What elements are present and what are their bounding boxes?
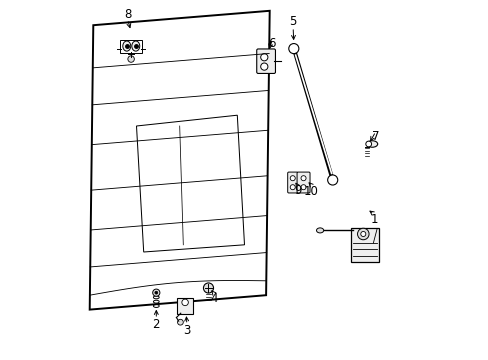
Ellipse shape: [132, 41, 140, 51]
Circle shape: [365, 141, 371, 147]
Text: 8: 8: [123, 8, 131, 21]
Circle shape: [127, 56, 134, 62]
Text: 3: 3: [183, 324, 190, 337]
Circle shape: [289, 176, 295, 181]
Circle shape: [327, 175, 337, 185]
Circle shape: [260, 54, 267, 61]
Circle shape: [360, 231, 365, 237]
Circle shape: [288, 44, 298, 54]
FancyBboxPatch shape: [296, 172, 309, 193]
FancyBboxPatch shape: [177, 298, 193, 314]
Text: 9: 9: [293, 184, 301, 197]
Text: 5: 5: [289, 15, 296, 28]
FancyBboxPatch shape: [351, 228, 378, 262]
Text: 10: 10: [304, 185, 318, 198]
Ellipse shape: [366, 141, 377, 147]
Circle shape: [357, 228, 368, 240]
Circle shape: [203, 283, 213, 293]
Circle shape: [301, 176, 305, 181]
Text: 4: 4: [210, 292, 217, 305]
Circle shape: [301, 185, 305, 190]
FancyBboxPatch shape: [287, 172, 297, 193]
Circle shape: [182, 299, 188, 306]
Ellipse shape: [122, 41, 130, 51]
Text: 1: 1: [369, 213, 377, 226]
Circle shape: [152, 289, 160, 296]
Circle shape: [289, 185, 295, 190]
Circle shape: [260, 63, 267, 70]
Text: 7: 7: [371, 130, 379, 143]
Ellipse shape: [316, 228, 323, 233]
Circle shape: [155, 291, 158, 294]
Text: 2: 2: [152, 318, 160, 331]
Text: 6: 6: [268, 37, 275, 50]
FancyBboxPatch shape: [256, 49, 275, 73]
Circle shape: [177, 319, 183, 325]
